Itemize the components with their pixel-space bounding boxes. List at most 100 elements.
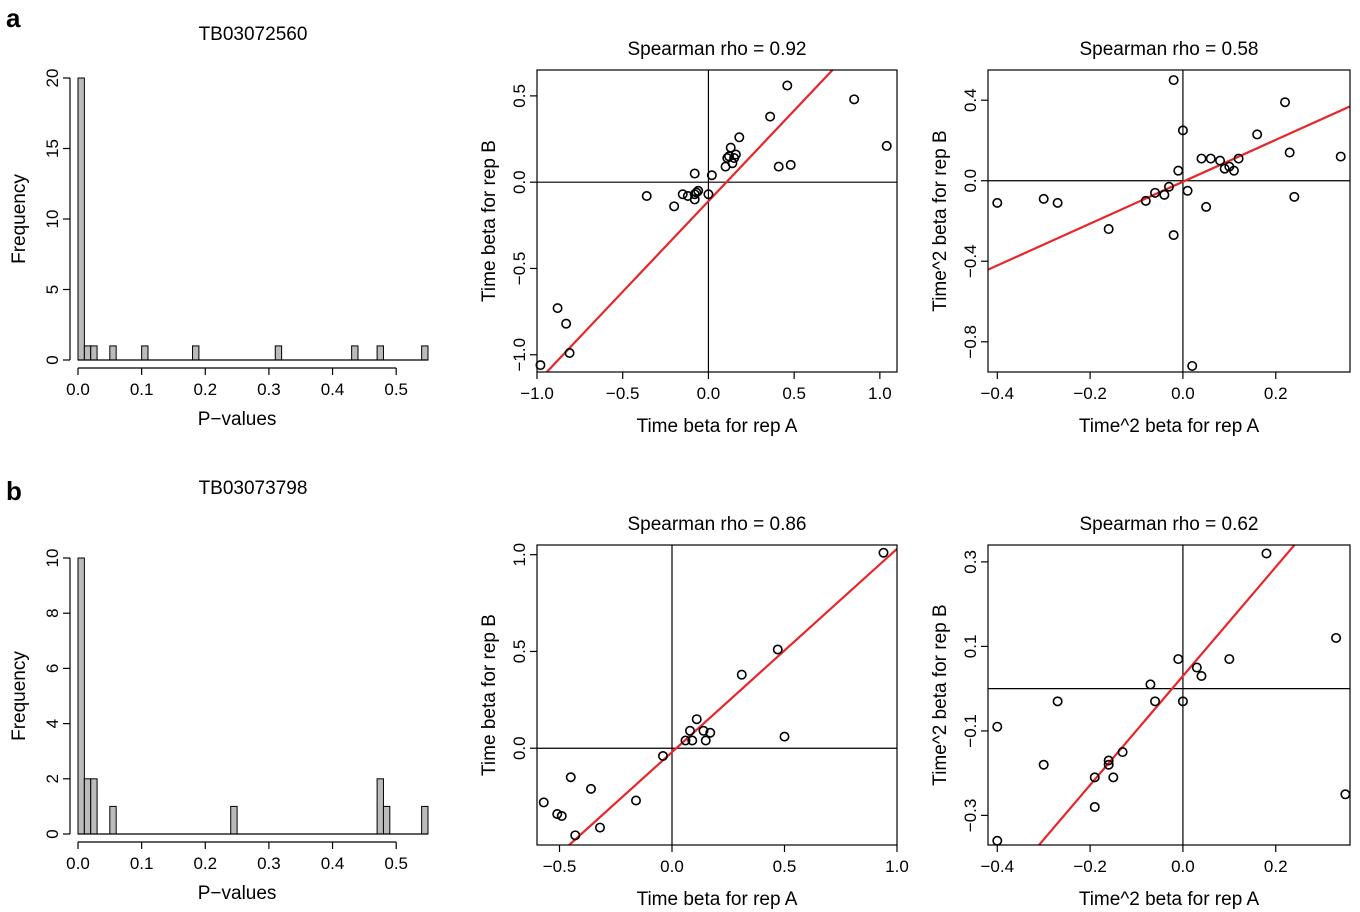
x-tick-label: −0.4	[981, 384, 1015, 403]
scatter-point	[698, 725, 709, 736]
scatter-point	[594, 822, 605, 833]
scatter-point	[881, 140, 892, 151]
y-tick-label: 8	[43, 608, 62, 617]
x-tick-label: −1.0	[520, 384, 554, 403]
scatter-point	[705, 727, 716, 738]
scatter-point	[1215, 155, 1226, 166]
regression-line	[1037, 545, 1296, 845]
scatter-point	[992, 721, 1003, 732]
scatter-point	[1052, 197, 1063, 208]
histogram-bar	[77, 77, 85, 361]
y-tick-label: 5	[43, 285, 62, 294]
x-tick-label: −0.2	[1073, 384, 1107, 403]
y-tick-label: −1.0	[510, 338, 529, 372]
chart-title: Spearman rho = 0.62	[1079, 514, 1258, 535]
scatter-point	[1140, 195, 1151, 206]
scatter-point	[1168, 75, 1179, 86]
scatter-point	[693, 185, 704, 196]
scatter-point	[725, 142, 736, 153]
chart-title: Spearman rho = 0.86	[627, 514, 806, 535]
histogram-bar	[83, 345, 92, 361]
regression-line	[988, 105, 1350, 271]
scatter-point	[669, 201, 680, 212]
scatter-point	[736, 669, 747, 680]
histogram-bar	[421, 345, 429, 361]
scatter-point	[1219, 163, 1230, 174]
scatter-point	[992, 835, 1003, 846]
scatter-point	[727, 158, 738, 169]
scatter-point	[1191, 662, 1202, 673]
x-tick-label: −0.4	[981, 857, 1015, 876]
scatter-point	[1201, 201, 1212, 212]
scatter-point	[1280, 97, 1291, 108]
scatter-point	[1261, 548, 1272, 559]
scatter-point	[565, 772, 576, 783]
scatter-point	[630, 795, 641, 806]
scatter-point	[1052, 696, 1063, 707]
chart-title: TB03072560	[199, 24, 308, 45]
scatter-point	[1103, 755, 1114, 766]
y-tick-label: 0.0	[510, 170, 529, 194]
x-tick-label: 0.0	[660, 857, 684, 876]
scatter-point	[1038, 193, 1049, 204]
histogram-bar	[90, 778, 98, 835]
y-tick-label: 20	[43, 69, 62, 88]
y-tick-label: 6	[43, 664, 62, 673]
scatter-point	[1108, 772, 1119, 783]
x-tick-label: 0.3	[257, 380, 281, 399]
scatter-point	[1089, 772, 1100, 783]
chart-title: Spearman rho = 0.58	[1079, 39, 1258, 60]
scatter-point	[564, 348, 575, 359]
scatter-point	[1173, 654, 1184, 665]
y-tick-label: 1.0	[510, 543, 529, 567]
y-axis-label: Frequency	[9, 651, 30, 741]
scatter-point	[687, 735, 698, 746]
scatter-point	[773, 161, 784, 172]
x-tick-label: 0.1	[130, 854, 154, 873]
scatter-point	[657, 750, 668, 761]
x-tick-label: 0.3	[257, 854, 281, 873]
scatter-point	[765, 111, 776, 122]
histogram-bar	[192, 345, 200, 361]
x-tick-label: 0.2	[1264, 857, 1288, 876]
x-tick-label: 0.2	[1264, 384, 1288, 403]
scatter-point	[779, 731, 790, 742]
scatter-point	[1159, 189, 1170, 200]
scatter-point	[1089, 801, 1100, 812]
scatter-point	[706, 170, 717, 181]
histogram-bar	[382, 805, 391, 835]
chart-3: Spearman rho = 0.58 −0.4 −0.2 0.0 0.2 −0.8 −0.…	[930, 39, 1351, 437]
scatter-point	[641, 190, 652, 201]
histogram-bar	[230, 805, 238, 835]
scatter-point	[1196, 670, 1207, 681]
scatter-point	[556, 810, 567, 821]
x-tick-label: 0.0	[1171, 857, 1195, 876]
x-tick-label: 0.1	[130, 380, 154, 399]
scatter-point	[1103, 224, 1114, 235]
y-tick-label: 15	[43, 139, 62, 158]
x-tick-label: 0.5	[384, 380, 408, 399]
scatter-point	[700, 735, 711, 746]
y-tick-label: 0.5	[510, 640, 529, 664]
x-tick-label: 0.5	[384, 854, 408, 873]
x-tick-label: 0.2	[193, 380, 217, 399]
y-tick-label: 0.0	[510, 736, 529, 760]
x-tick-label: 0.4	[321, 380, 345, 399]
y-tick-label: 0	[43, 355, 62, 364]
histogram-bar	[90, 345, 98, 361]
plot-frame	[536, 544, 898, 846]
y-axis-label: Time beta for rep B	[479, 614, 500, 776]
histogram-bar	[376, 778, 384, 835]
scatter-point	[561, 318, 572, 329]
x-axis-label: Time beta for rep A	[637, 889, 798, 910]
scatter-point	[1164, 181, 1175, 192]
x-tick-label: 0.0	[1171, 384, 1195, 403]
scatter-point	[785, 159, 796, 170]
y-axis-label: Time^2 beta for rep B	[930, 130, 951, 311]
scatter-point	[552, 303, 563, 314]
histogram-bar	[77, 557, 85, 835]
histogram-bar	[376, 345, 384, 361]
scatter-point	[722, 153, 733, 164]
histogram-bar	[109, 805, 117, 835]
scatter-point	[677, 189, 688, 200]
